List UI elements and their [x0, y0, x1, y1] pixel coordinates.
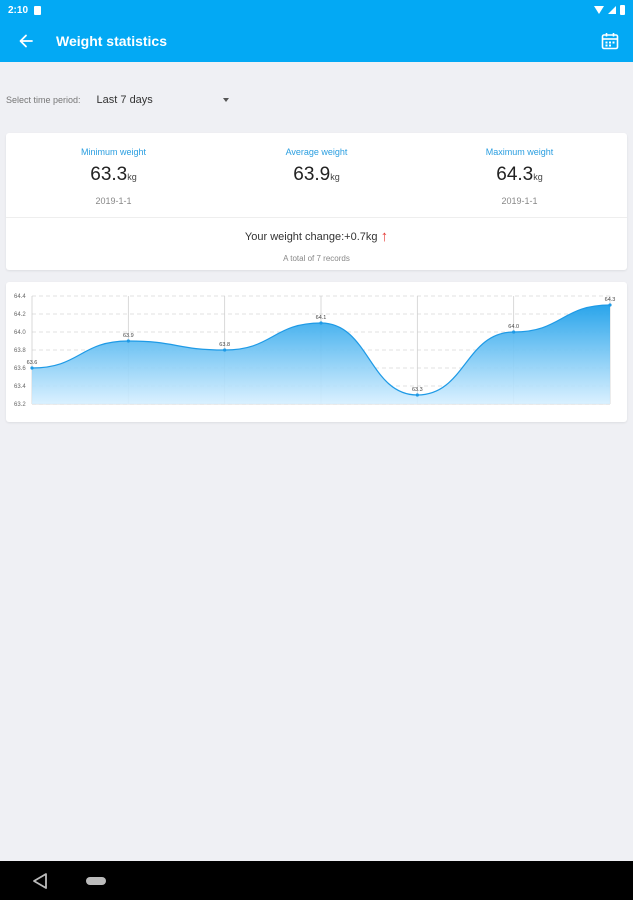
- average-weight-value: 63.9kg: [293, 164, 340, 185]
- maximum-weight-date: 2019-1-1: [501, 196, 538, 206]
- average-weight-label: Average weight: [285, 147, 348, 157]
- unit-label: kg: [127, 172, 137, 182]
- sd-card-icon: [34, 5, 42, 15]
- data-point: [126, 339, 130, 343]
- battery-icon: [620, 5, 625, 15]
- dropdown-arrow-icon: [222, 98, 229, 102]
- data-label: 64.3: [605, 297, 616, 303]
- data-label: 63.8: [219, 342, 230, 348]
- status-bar: 2:10: [0, 0, 633, 20]
- average-weight-stat: Average weight 63.9kg: [213, 147, 420, 188]
- y-tick-label: 64.4: [14, 294, 26, 300]
- nav-back-button[interactable]: [30, 871, 50, 891]
- minimum-weight-label: Minimum weight: [80, 147, 147, 157]
- records-count: A total of 7 records: [283, 254, 350, 263]
- calendar-icon: [601, 33, 619, 50]
- weight-change-text: Your weight change:+0.7kg: [244, 231, 378, 243]
- back-button[interactable]: [0, 20, 52, 62]
- y-tick-label: 63.4: [14, 384, 26, 390]
- time-period-value: Last 7 days: [96, 94, 153, 106]
- data-point: [223, 348, 227, 352]
- time-period-select[interactable]: Last 7 days: [97, 94, 229, 106]
- nav-home-button[interactable]: [86, 876, 106, 885]
- page-title: Weight statistics: [56, 33, 167, 49]
- wifi-icon: [594, 6, 604, 14]
- arrow-left-icon: [19, 34, 33, 48]
- maximum-weight-stat: Maximum weight 64.3kg 2019-1-1: [416, 147, 623, 208]
- triangle-back-icon: [33, 872, 47, 889]
- time-period-row: Select time period: Last 7 days: [6, 88, 306, 112]
- calendar-button[interactable]: [599, 30, 621, 52]
- minimum-weight-date: 2019-1-1: [95, 196, 132, 206]
- data-point: [319, 321, 323, 325]
- maximum-weight-label: Maximum weight: [485, 147, 554, 157]
- arrow-up-icon: ↑: [380, 228, 389, 245]
- navigation-bar: [0, 861, 633, 900]
- y-tick-label: 64.0: [14, 330, 26, 336]
- card-divider: [6, 217, 627, 218]
- status-time: 2:10: [8, 4, 29, 16]
- data-label: 63.6: [27, 360, 38, 366]
- weight-chart: 64.464.264.063.863.663.463.2 63.663.963.…: [14, 294, 616, 408]
- time-period-label: Select time period:: [6, 95, 81, 105]
- app-bar: Weight statistics: [0, 20, 633, 62]
- unit-label: kg: [330, 172, 340, 182]
- data-point: [512, 330, 516, 334]
- weight-stats-card: Minimum weight 63.3kg 2019-1-1 Average w…: [6, 133, 627, 270]
- unit-label: kg: [533, 172, 543, 182]
- status-icons: [594, 5, 625, 15]
- minimum-weight-stat: Minimum weight 63.3kg 2019-1-1: [10, 147, 217, 208]
- weight-change-row: Your weight change:+0.7kg ↑: [6, 228, 627, 245]
- y-tick-label: 63.6: [14, 366, 26, 372]
- minimum-weight-value: 63.3kg: [90, 164, 137, 185]
- data-label: 63.9: [123, 333, 134, 339]
- y-tick-label: 64.2: [14, 312, 26, 318]
- data-point: [608, 303, 612, 307]
- data-label: 64.0: [508, 324, 519, 330]
- data-point: [415, 393, 419, 397]
- weight-area: [32, 305, 610, 404]
- signal-icon: [608, 6, 616, 14]
- data-label: 63.3: [412, 387, 423, 393]
- y-tick-label: 63.2: [14, 402, 26, 408]
- maximum-weight-value: 64.3kg: [496, 164, 543, 185]
- data-label: 64.1: [316, 315, 327, 321]
- data-point: [30, 366, 34, 370]
- weight-chart-card: 64.4 64.2 64.0 63.8 63.6 63.4 63.2 63.6 63.9 63.…: [6, 282, 627, 422]
- y-tick-label: 63.8: [14, 348, 26, 354]
